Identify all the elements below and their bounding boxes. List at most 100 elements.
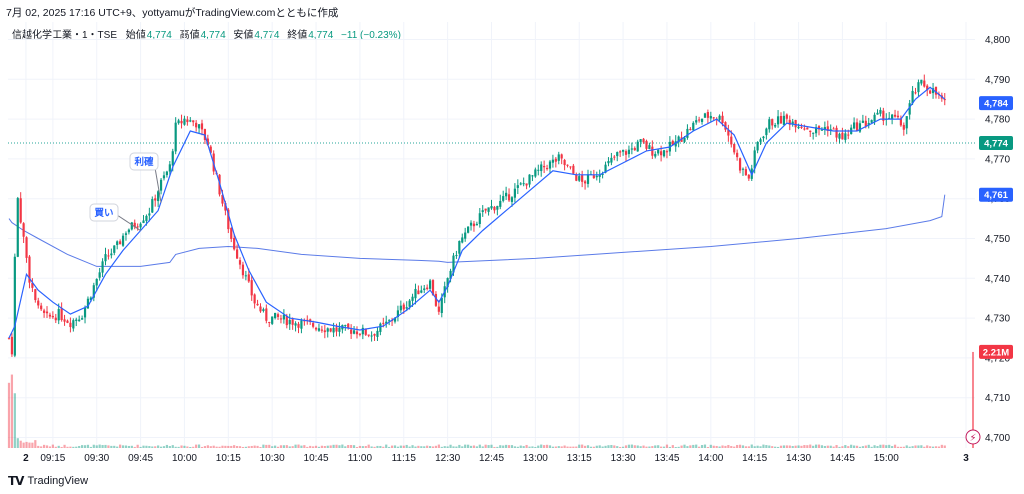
candle-body <box>528 174 531 185</box>
time-tick-label: 11:15 <box>392 453 417 464</box>
candle-body <box>718 115 721 120</box>
symbol-name[interactable]: 信越化学工業・1・TSE <box>12 30 118 41</box>
annotations: 買い 利確 <box>89 152 162 231</box>
candle-body <box>545 168 549 170</box>
volume-bar <box>133 446 136 448</box>
vwap-path <box>8 194 946 267</box>
candle-body <box>645 140 648 149</box>
candle-body <box>478 213 481 224</box>
volume-bar <box>727 444 730 448</box>
candle-body <box>657 149 660 154</box>
volume-bar <box>662 446 666 448</box>
volume-bar <box>309 445 312 448</box>
volume-bar <box>741 445 745 448</box>
volume-bar <box>373 446 376 448</box>
candle-body <box>230 227 233 239</box>
volume-bar <box>853 445 856 448</box>
candle-body <box>744 169 748 176</box>
vwap-line <box>8 194 946 267</box>
price-tick-label: 4,790 <box>985 75 1010 86</box>
candle-body <box>224 203 227 211</box>
volume-bar <box>592 446 595 448</box>
volume-bar <box>139 446 142 448</box>
time-tick-label: 10:30 <box>260 453 285 464</box>
volume-bar <box>19 440 22 448</box>
volume-bar <box>747 446 750 448</box>
volume-bar <box>72 446 75 448</box>
candle-body <box>595 175 598 178</box>
candle-body <box>841 132 844 140</box>
lightning-icon[interactable]: ⚡ <box>965 429 981 445</box>
volume-bar <box>317 446 321 448</box>
volume-bar <box>408 446 411 448</box>
time-tick-label: 09:15 <box>40 453 65 464</box>
volume-bar <box>22 442 25 448</box>
candle-body <box>469 222 473 226</box>
candle-body <box>171 151 174 166</box>
candle-body <box>721 115 724 124</box>
volume-bar <box>206 445 209 448</box>
volume-bar <box>464 444 467 448</box>
volume-bar <box>162 446 166 448</box>
time-tick-label: 15:00 <box>874 453 899 464</box>
volume-bar <box>668 446 671 448</box>
volume-bar <box>338 445 341 448</box>
candle-body <box>683 137 686 142</box>
candle-body <box>250 280 253 296</box>
candle-body <box>738 158 742 171</box>
volume-bar <box>168 446 171 448</box>
candle-body <box>695 120 698 123</box>
volume-bar <box>923 446 926 448</box>
candle-body <box>7 337 11 339</box>
volume-bar <box>341 444 344 448</box>
candle-body <box>148 213 151 216</box>
volume-bar <box>197 444 201 448</box>
candle-body <box>665 151 669 153</box>
price-badge <box>979 344 1013 359</box>
candle-body <box>116 241 119 245</box>
price-badge <box>979 187 1013 202</box>
candle-body <box>227 209 230 230</box>
candle-body <box>490 206 493 209</box>
candle-body <box>312 323 315 327</box>
volume-bar <box>891 446 894 448</box>
volume-bar <box>212 445 215 448</box>
volume-bar <box>876 446 879 448</box>
volume-bar <box>937 446 941 448</box>
volume-bar <box>475 446 478 448</box>
volume-bar <box>610 445 613 448</box>
volume-bar <box>388 446 391 448</box>
volume-bar <box>873 445 876 448</box>
candle-body <box>806 127 809 130</box>
candle-body <box>48 314 52 317</box>
candle-body <box>101 261 104 273</box>
volume-bar <box>434 445 438 448</box>
candle-body <box>329 328 332 332</box>
candle-body <box>367 334 370 336</box>
volume-bar <box>619 446 622 448</box>
volume-bar <box>262 444 265 448</box>
volume-bar <box>730 446 733 448</box>
volume-bar <box>557 446 560 448</box>
candle-body <box>858 123 862 132</box>
volume-bar <box>586 445 590 448</box>
volume-bar <box>303 445 306 448</box>
moving-average-line <box>8 86 946 339</box>
volume-bar <box>797 445 800 448</box>
volume-bar <box>233 445 236 448</box>
candle-body <box>531 175 534 177</box>
volume-bar <box>472 445 476 448</box>
volume-bar <box>230 445 233 448</box>
candle-body <box>314 327 318 330</box>
volume-bar <box>768 445 771 448</box>
volume-bar <box>864 445 867 448</box>
time-tick-label: 14:15 <box>742 453 767 464</box>
volume-bar <box>437 444 440 448</box>
volume-bar <box>25 441 28 448</box>
volume-bar <box>832 446 835 448</box>
candle-body <box>592 175 595 179</box>
candle-body <box>496 205 499 210</box>
tradingview-brand[interactable]: 𝗧𝗩 TradingView <box>8 474 88 488</box>
candle-body <box>610 157 613 163</box>
